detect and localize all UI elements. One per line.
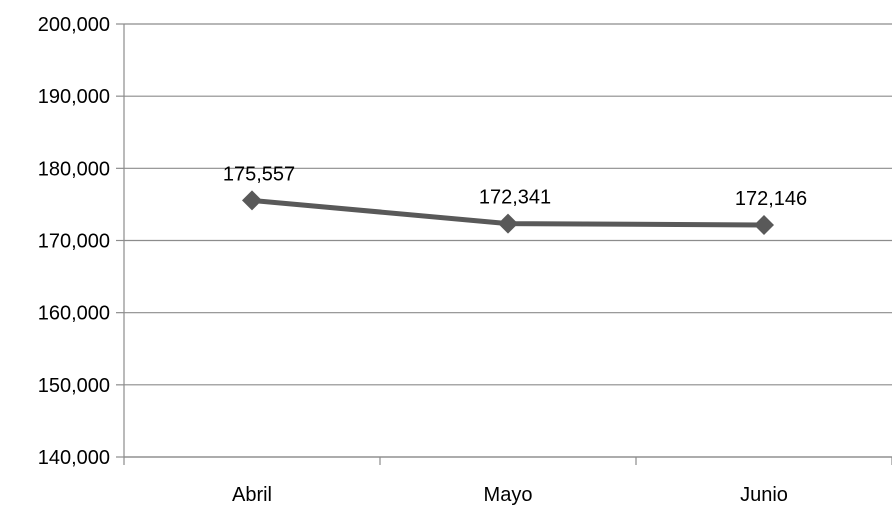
data-point-marker [754,215,774,236]
y-tick-label: 200,000 [38,14,110,36]
data-label: 175,557 [223,163,295,185]
y-tick-labels: 140,000 150,000 160,000 170,000 180,000 190,0… [38,14,110,469]
data-point-marker [498,213,518,234]
y-tick-label: 140,000 [38,447,110,469]
data-label: 172,146 [735,188,807,210]
series-layer [242,190,774,236]
y-tick-label: 160,000 [38,303,110,325]
x-tick-label: Abril [232,484,272,506]
data-label: 172,341 [479,187,551,209]
axes [116,23,892,465]
gridlines [124,23,892,458]
x-tick-labels: Abril Mayo Junio [232,484,788,506]
data-labels: 175,557 172,341 172,146 [223,163,807,210]
y-tick-label: 170,000 [38,231,110,253]
y-tick-label: 180,000 [38,158,110,180]
x-tick-label: Mayo [484,484,533,506]
y-tick-label: 150,000 [38,375,110,397]
y-tick-label: 190,000 [38,86,110,108]
x-tick-label: Junio [740,484,788,506]
data-point-marker [242,190,262,211]
